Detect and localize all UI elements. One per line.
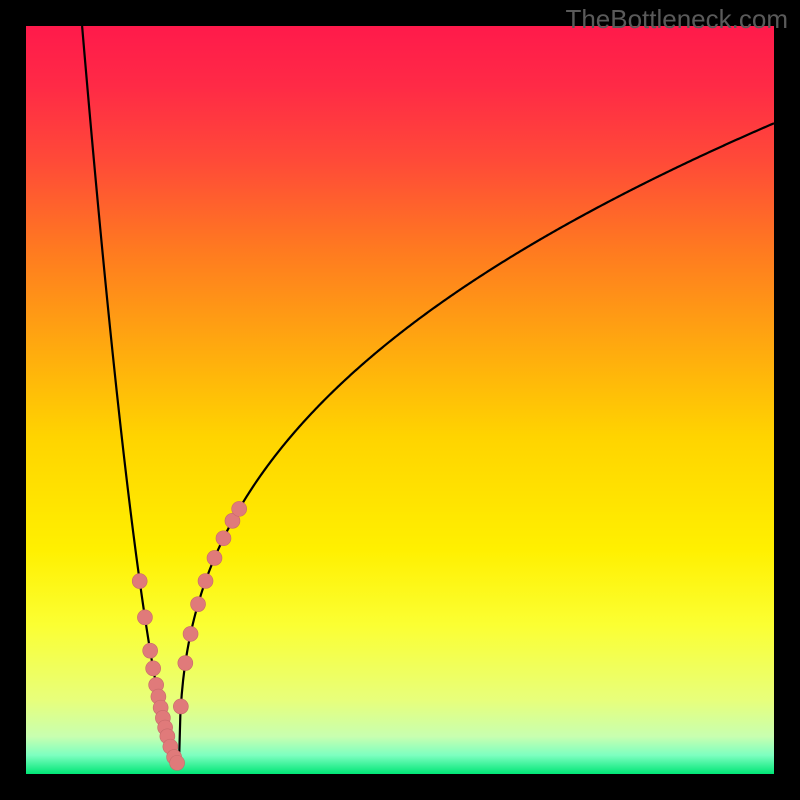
data-marker [137,610,152,625]
data-marker [216,531,231,546]
data-marker [132,574,147,589]
data-marker [207,550,222,565]
data-marker [170,755,185,770]
plot-area [26,26,774,774]
chart-frame: TheBottleneck.com [0,0,800,800]
data-marker [173,699,188,714]
data-marker [178,656,193,671]
data-marker [146,661,161,676]
data-marker [198,574,213,589]
gradient-background [26,26,774,774]
data-marker [183,626,198,641]
data-marker [143,643,158,658]
watermark-text: TheBottleneck.com [565,4,788,35]
data-marker [232,501,247,516]
bottleneck-curve-chart [26,26,774,774]
data-marker [191,597,206,612]
